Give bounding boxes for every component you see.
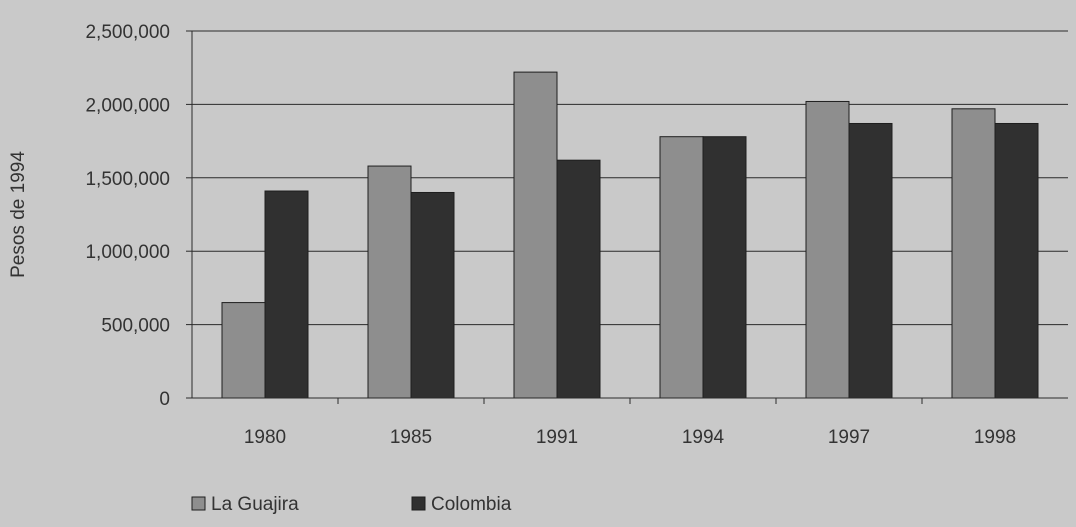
bar-la-guajira-1998	[951, 108, 996, 399]
x-axis: 1980 1985 1991 1994 1997 1998	[192, 397, 1068, 448]
y-tick-label: 1,500,000	[85, 169, 170, 190]
bar-la-guajira-1994	[659, 136, 704, 399]
bar-colombia-1998	[994, 122, 1039, 399]
legend-swatch-colombia	[411, 496, 426, 511]
y-tick-label: 1,000,000	[85, 242, 170, 263]
legend-swatch-la-guajira	[191, 496, 206, 511]
x-tick-label: 1985	[390, 427, 432, 448]
x-tick-label: 1991	[536, 427, 578, 448]
y-tick-label: 2,500,000	[85, 22, 170, 43]
bar-la-guajira-1997	[805, 100, 850, 399]
bar-colombia-1991	[556, 159, 601, 399]
bar-la-guajira-1985	[367, 165, 412, 399]
bar-colombia-1997	[848, 122, 893, 399]
y-axis-title: Pesos de 1994	[8, 151, 29, 278]
bars	[221, 71, 1039, 399]
y-axis: 0 500,000 1,000,000 1,500,000 2,000,000 2,500…	[85, 22, 193, 410]
bar-colombia-1985	[410, 191, 455, 399]
x-tick-label: 1980	[244, 427, 286, 448]
legend-label-la-guajira: La Guajira	[211, 494, 299, 515]
y-tick-label: 500,000	[101, 316, 170, 337]
legend: La Guajira Colombia	[191, 494, 512, 515]
y-tick-label: 0	[159, 389, 170, 410]
x-tick-label: 1998	[974, 427, 1016, 448]
gridlines	[192, 30, 1068, 326]
bar-colombia-1980	[264, 190, 309, 399]
bar-la-guajira-1991	[513, 71, 558, 399]
legend-label-colombia: Colombia	[431, 494, 512, 515]
x-tick-label: 1997	[828, 427, 870, 448]
y-tick-label: 2,000,000	[85, 95, 170, 116]
bar-la-guajira-1980	[221, 302, 266, 399]
bar-colombia-1994	[702, 136, 747, 399]
x-tick-label: 1994	[682, 427, 725, 448]
